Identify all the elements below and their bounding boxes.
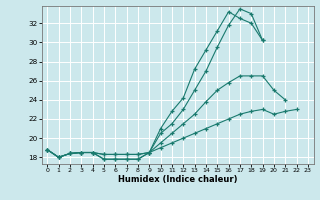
X-axis label: Humidex (Indice chaleur): Humidex (Indice chaleur) bbox=[118, 175, 237, 184]
